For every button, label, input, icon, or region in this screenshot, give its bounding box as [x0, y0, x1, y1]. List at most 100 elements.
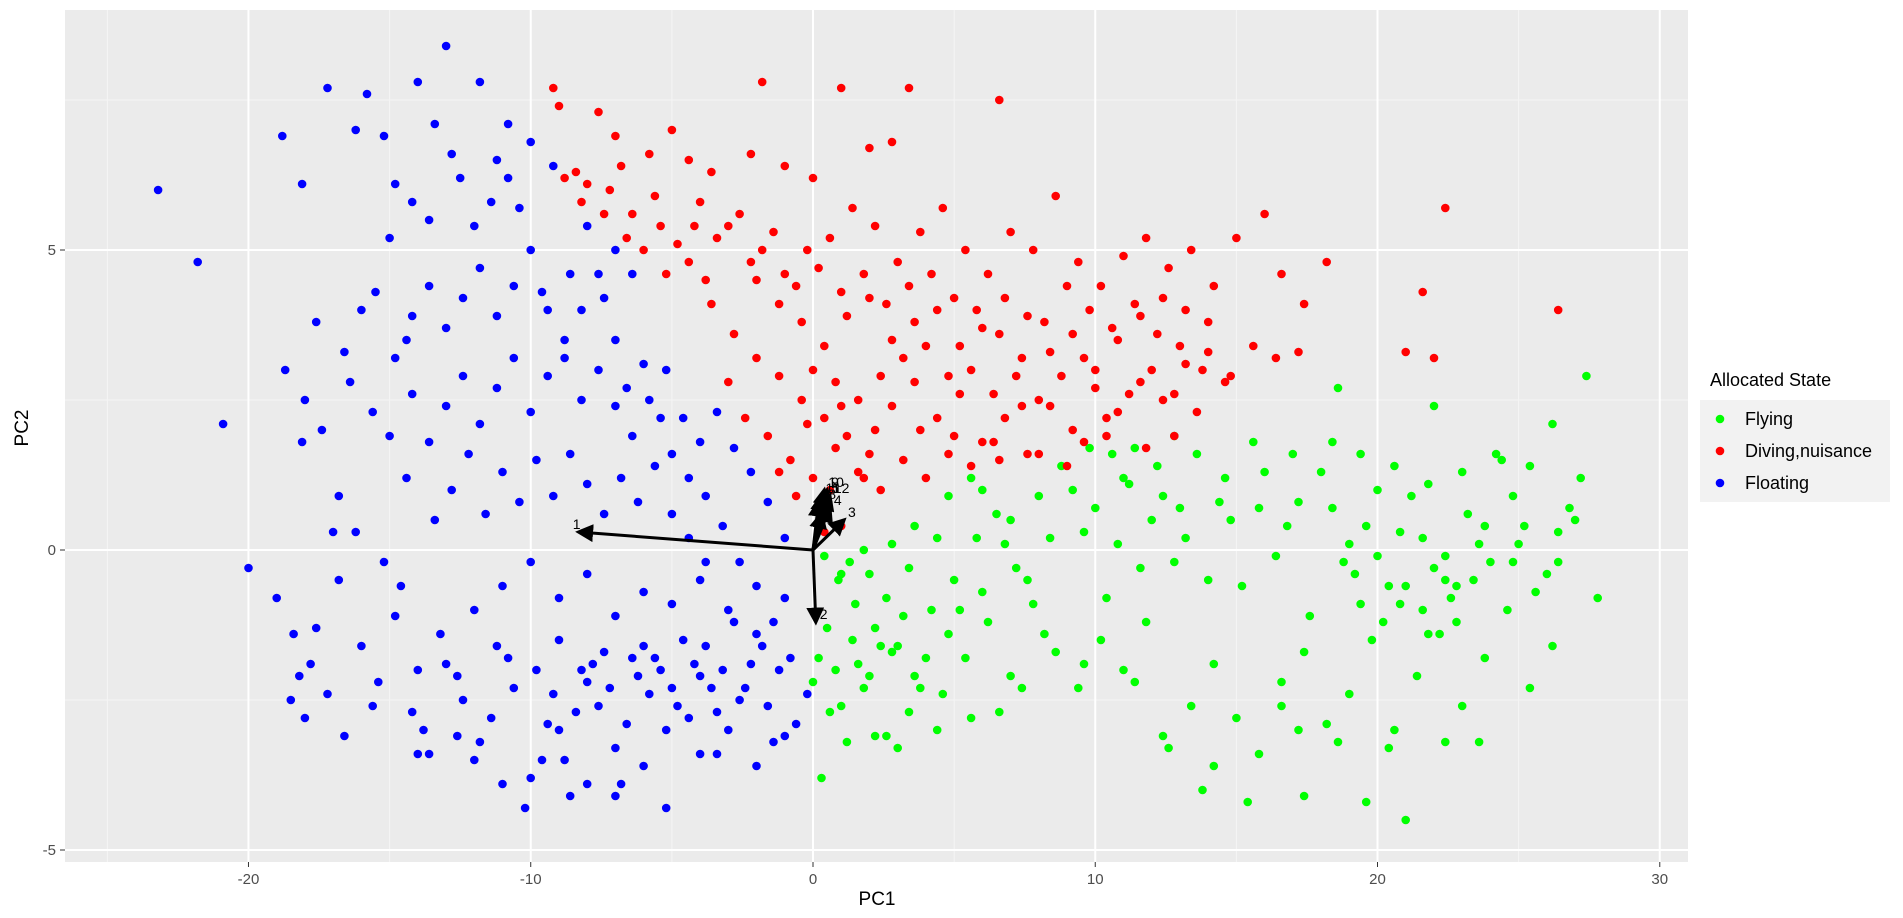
data-point — [763, 431, 773, 441]
data-point — [808, 677, 818, 687]
data-point — [661, 269, 671, 279]
data-point — [972, 305, 981, 315]
data-point — [899, 455, 908, 465]
data-point — [1040, 629, 1049, 639]
data-point — [859, 473, 869, 483]
data-point — [893, 743, 902, 753]
data-point — [995, 707, 1004, 717]
data-point — [300, 713, 310, 723]
data-point — [949, 431, 959, 441]
data-point — [831, 377, 840, 387]
data-point — [1232, 233, 1241, 243]
data-point — [865, 671, 874, 681]
data-point — [289, 629, 298, 639]
data-point — [1277, 677, 1286, 687]
data-point — [910, 377, 919, 387]
data-point — [419, 725, 428, 735]
data-point — [1350, 569, 1360, 579]
data-point — [1446, 593, 1456, 603]
data-point — [1091, 383, 1100, 393]
data-point — [492, 641, 502, 651]
data-point — [1373, 551, 1382, 561]
data-point — [1209, 761, 1219, 771]
data-point — [470, 605, 479, 615]
data-point — [808, 473, 818, 483]
data-point — [611, 611, 620, 621]
data-point — [1062, 281, 1072, 291]
data-point — [334, 575, 344, 585]
data-point — [757, 245, 767, 255]
data-point — [1441, 737, 1450, 747]
data-point — [684, 473, 694, 483]
data-point — [865, 449, 874, 459]
data-point — [1390, 725, 1399, 735]
data-point — [1271, 551, 1281, 561]
data-point — [554, 635, 564, 645]
data-point — [650, 653, 660, 663]
data-point — [599, 509, 609, 519]
data-point — [701, 275, 710, 285]
data-point — [611, 245, 620, 255]
data-point — [486, 197, 496, 207]
data-point — [1062, 461, 1072, 471]
data-point — [927, 605, 936, 615]
data-point — [1045, 347, 1055, 357]
data-point — [498, 581, 507, 591]
data-point — [430, 515, 440, 525]
data-point — [1424, 479, 1433, 489]
data-point — [1469, 575, 1478, 585]
data-point — [712, 233, 722, 243]
data-point — [1401, 581, 1410, 591]
data-point — [1023, 575, 1032, 585]
data-point — [1192, 407, 1202, 417]
data-point — [712, 749, 722, 759]
legend-entry-label: Flying — [1745, 409, 1793, 429]
data-point — [1565, 503, 1574, 513]
data-point — [966, 365, 976, 375]
data-point — [1249, 437, 1258, 447]
data-point — [887, 137, 897, 147]
data-point — [724, 221, 733, 231]
data-point — [441, 41, 451, 51]
data-point — [791, 491, 801, 501]
data-point — [1339, 557, 1348, 567]
data-point — [1119, 473, 1128, 483]
data-point — [656, 221, 665, 231]
data-point — [1158, 731, 1168, 741]
data-point — [887, 401, 897, 411]
data-point — [515, 497, 524, 507]
data-point — [746, 257, 756, 267]
loading-label: 2 — [820, 606, 828, 622]
data-point — [1006, 515, 1015, 525]
data-point — [1153, 461, 1162, 471]
grid-major — [65, 10, 1688, 862]
data-point — [1085, 443, 1094, 453]
data-point — [1136, 311, 1145, 321]
data-point — [752, 581, 761, 591]
data-point — [786, 455, 795, 465]
data-point — [1356, 599, 1365, 609]
data-point — [1198, 785, 1207, 795]
data-point — [1107, 449, 1117, 459]
data-point — [1220, 473, 1230, 483]
data-point — [582, 479, 592, 489]
data-point — [492, 311, 502, 321]
data-point — [887, 539, 897, 549]
data-point — [1006, 671, 1015, 681]
data-point — [1186, 701, 1196, 711]
data-point — [904, 707, 914, 717]
data-point — [1294, 347, 1303, 357]
data-point — [1299, 299, 1309, 309]
data-points — [153, 41, 1602, 825]
data-point — [695, 575, 705, 585]
data-point — [1198, 365, 1207, 375]
data-point — [932, 413, 942, 423]
data-point — [1102, 593, 1111, 603]
data-point — [543, 371, 552, 381]
data-point — [1051, 647, 1060, 657]
data-point — [1491, 449, 1501, 459]
data-point — [938, 203, 948, 213]
x-tick-label: -20 — [238, 871, 260, 888]
data-point — [611, 791, 620, 801]
data-point — [735, 557, 744, 567]
